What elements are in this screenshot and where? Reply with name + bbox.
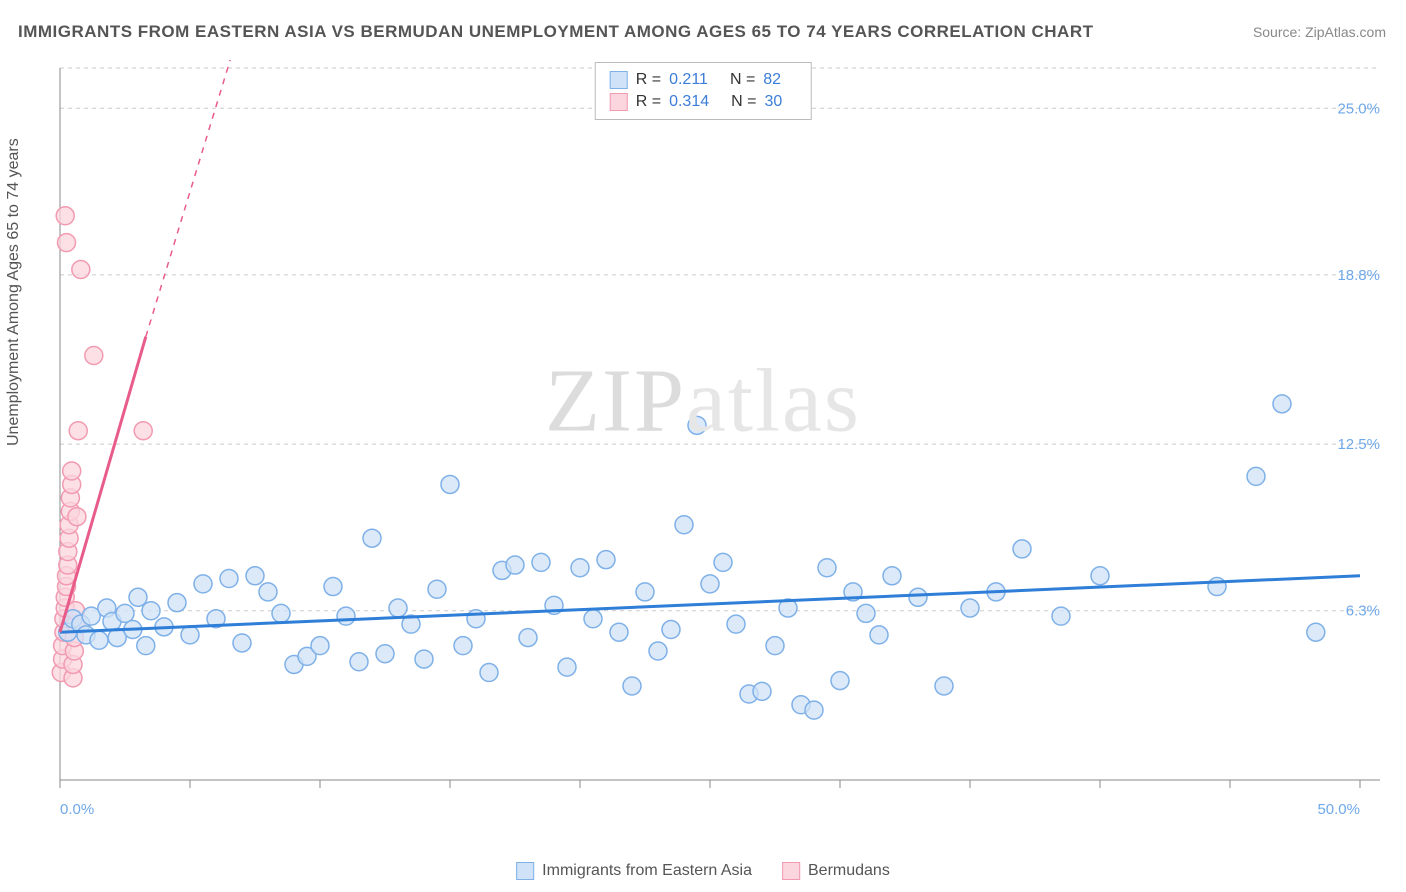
scatter-point	[961, 599, 979, 617]
scatter-point	[134, 422, 152, 440]
scatter-point	[324, 578, 342, 596]
scatter-point	[63, 462, 81, 480]
series-legend: Immigrants from Eastern Asia Bermudans	[516, 862, 890, 880]
y-tick-label: 6.3%	[1346, 603, 1380, 620]
scatter-point	[389, 599, 407, 617]
scatter-point	[870, 626, 888, 644]
scatter-point	[1273, 395, 1291, 413]
scatter-point	[428, 580, 446, 598]
scatter-point	[532, 553, 550, 571]
legend-swatch	[516, 862, 534, 880]
scatter-point	[181, 626, 199, 644]
scatter-point	[168, 594, 186, 612]
scatter-point	[454, 637, 472, 655]
scatter-point	[753, 682, 771, 700]
y-tick-label: 12.5%	[1337, 436, 1380, 453]
legend-n-label: N =	[730, 71, 755, 89]
legend-r-value: 0.314	[669, 93, 709, 111]
legend-r-label: R =	[636, 93, 661, 111]
scatter-point	[1052, 607, 1070, 625]
scatter-point	[584, 610, 602, 628]
scatter-point	[441, 475, 459, 493]
x-tick-label: 0.0%	[60, 801, 94, 818]
series-legend-label: Bermudans	[808, 862, 890, 880]
scatter-point	[363, 529, 381, 547]
scatter-point	[350, 653, 368, 671]
scatter-point	[519, 629, 537, 647]
scatter-point	[805, 701, 823, 719]
scatter-point	[142, 602, 160, 620]
legend-n-value: 82	[763, 71, 781, 89]
scatter-point	[688, 416, 706, 434]
scatter-point	[701, 575, 719, 593]
scatter-point	[857, 604, 875, 622]
scatter-point	[259, 583, 277, 601]
scatter-point	[90, 631, 108, 649]
scatter-point	[246, 567, 264, 585]
scatter-point	[909, 588, 927, 606]
chart-svg: 0.0% 50.0% 6.3% 12.5% 18.8% 25.0%	[50, 60, 1386, 820]
scatter-point	[1247, 467, 1265, 485]
scatter-point	[662, 621, 680, 639]
scatter-point	[623, 677, 641, 695]
scatter-point	[727, 615, 745, 633]
scatter-point	[233, 634, 251, 652]
legend-r-value: 0.211	[669, 71, 708, 89]
scatter-point	[337, 607, 355, 625]
scatter-point	[558, 658, 576, 676]
series-legend-item: Bermudans	[782, 862, 890, 880]
y-tick-label: 25.0%	[1337, 100, 1380, 117]
scatter-point	[376, 645, 394, 663]
x-tick-label: 50.0%	[1317, 801, 1360, 818]
y-axis-label: Unemployment Among Ages 65 to 74 years	[5, 138, 23, 446]
scatter-point	[58, 234, 76, 252]
scatter-point	[56, 207, 74, 225]
y-tick-label: 18.8%	[1337, 267, 1380, 284]
legend-swatch	[610, 71, 628, 89]
scatter-point	[831, 672, 849, 690]
scatter-point	[311, 637, 329, 655]
scatter-point	[766, 637, 784, 655]
scatter-point	[85, 346, 103, 364]
scatter-point	[194, 575, 212, 593]
scatter-point	[649, 642, 667, 660]
correlation-legend: R = 0.211 N = 82 R = 0.314 N = 30	[595, 62, 812, 120]
scatter-point	[597, 551, 615, 569]
scatter-point	[220, 569, 238, 587]
source-attribution: Source: ZipAtlas.com	[1253, 24, 1386, 40]
scatter-point	[675, 516, 693, 534]
legend-swatch	[782, 862, 800, 880]
scatter-point	[714, 553, 732, 571]
series-legend-item: Immigrants from Eastern Asia	[516, 862, 752, 880]
scatter-point	[883, 567, 901, 585]
scatter-point	[72, 261, 90, 279]
scatter-point	[1013, 540, 1031, 558]
legend-swatch	[610, 93, 628, 111]
scatter-point	[636, 583, 654, 601]
scatter-point	[1307, 623, 1325, 641]
chart-plot-area: 0.0% 50.0% 6.3% 12.5% 18.8% 25.0%	[50, 60, 1386, 820]
scatter-point	[1091, 567, 1109, 585]
scatter-point	[935, 677, 953, 695]
scatter-point	[506, 556, 524, 574]
legend-n-value: 30	[764, 93, 782, 111]
legend-row: R = 0.314 N = 30	[610, 91, 797, 113]
scatter-point	[68, 508, 86, 526]
legend-n-label: N =	[731, 93, 756, 111]
legend-row: R = 0.211 N = 82	[610, 69, 797, 91]
scatter-point	[129, 588, 147, 606]
scatter-point	[610, 623, 628, 641]
chart-title: IMMIGRANTS FROM EASTERN ASIA VS BERMUDAN…	[18, 22, 1094, 42]
scatter-point	[415, 650, 433, 668]
scatter-point	[116, 604, 134, 622]
scatter-point	[818, 559, 836, 577]
trend-line-extension	[146, 60, 281, 337]
series-legend-label: Immigrants from Eastern Asia	[542, 862, 752, 880]
scatter-point	[480, 664, 498, 682]
scatter-point	[137, 637, 155, 655]
scatter-point	[272, 604, 290, 622]
legend-r-label: R =	[636, 71, 661, 89]
scatter-point	[571, 559, 589, 577]
scatter-point	[69, 422, 87, 440]
